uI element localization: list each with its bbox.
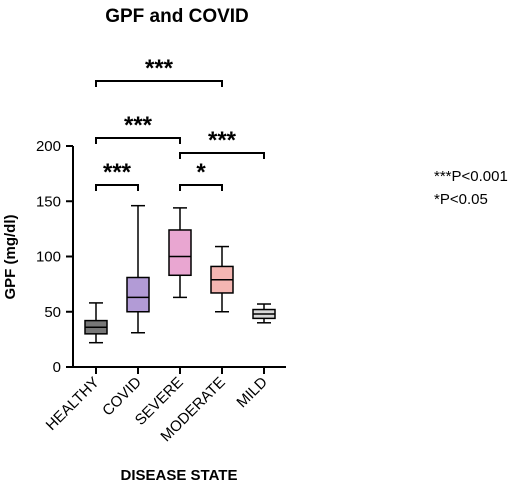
y-ticks: 0 50 100 150 200 — [36, 138, 73, 376]
y-axis-title: GPF (mg/dl) — [2, 215, 19, 300]
box-severe — [168, 207, 192, 299]
box-body — [126, 276, 150, 313]
box-body — [168, 229, 192, 277]
x-axis-title: DISEASE STATE — [121, 467, 238, 484]
boxes — [84, 204, 276, 344]
y-tick-label: 50 — [44, 304, 61, 321]
y-tick-label: 100 — [36, 249, 61, 266]
y-tick-label: 0 — [53, 359, 61, 376]
box-mild — [252, 303, 276, 324]
bracket-line — [179, 184, 223, 191]
x-tick-label: HEALTHY — [43, 374, 103, 434]
box-covid — [126, 204, 150, 334]
y-tick-label: 200 — [36, 138, 61, 155]
comparison-bracket: *** — [95, 112, 181, 144]
bracket-line — [179, 152, 265, 159]
box-moderate — [210, 245, 234, 313]
significance-label: *** — [124, 112, 153, 139]
x-tick-label: MILD — [233, 374, 270, 411]
bracket-line — [95, 184, 139, 191]
comparison-bracket: * — [179, 159, 223, 191]
bracket-line — [95, 137, 181, 144]
significance-label: *** — [145, 55, 174, 82]
y-tick-label: 150 — [36, 193, 61, 210]
box-healthy — [84, 302, 108, 344]
comparison-bracket: *** — [95, 55, 223, 87]
bracket-line — [95, 80, 223, 87]
legend-entry-p001: ***P<0.001 — [434, 168, 508, 185]
comparison-bracket: *** — [179, 127, 265, 159]
significance-brackets: *** ********** — [95, 55, 265, 191]
chart-title: GPF and COVID — [105, 6, 249, 27]
significance-label: *** — [208, 127, 237, 154]
significance-label: *** — [103, 159, 132, 186]
comparison-bracket: *** — [95, 159, 139, 191]
significance-label: * — [196, 159, 206, 186]
legend-entry-p005: *P<0.05 — [434, 191, 488, 208]
